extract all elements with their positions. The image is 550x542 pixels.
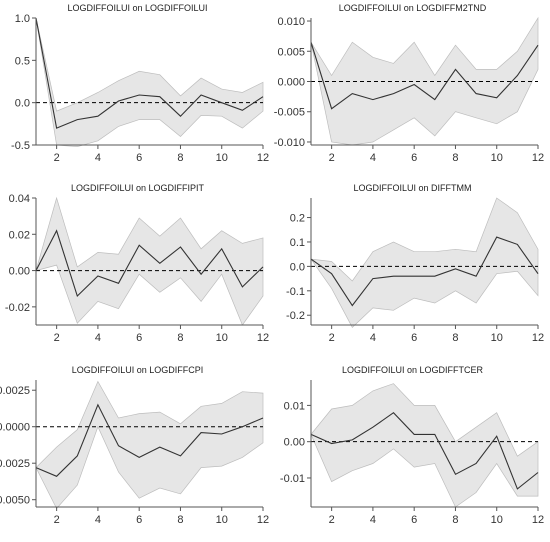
- y-tick-label: 1.0: [15, 13, 30, 25]
- x-tick-label: 4: [370, 332, 376, 344]
- y-tick-label: 0.0: [290, 261, 305, 273]
- x-tick-label: 2: [329, 332, 335, 344]
- response-line: [35, 17, 264, 129]
- x-tick-label: 12: [257, 514, 269, 526]
- y-tick-label: 0.04: [9, 193, 30, 205]
- response-line: [35, 403, 264, 477]
- x-tick-label: 8: [177, 152, 183, 164]
- y-tick-label: 0.0025: [0, 385, 30, 397]
- x-tick-label: 4: [95, 514, 101, 526]
- irf-plot: 2 4 6 8 10 12 0.01 0.00 -0.01: [280, 380, 544, 526]
- chart-title: LOGDIFFOILUI on LOGDIFFIPIT: [70, 183, 205, 193]
- chart-title: LOGDIFFOILUI on LOGDIFFCPI: [71, 365, 204, 375]
- response-line: [310, 236, 539, 307]
- irf-panel-4: LOGDIFFOILUI on DIFFTMM 2 4 6 8 10 12 0.2 0.1 0.…: [275, 180, 550, 360]
- x-tick-label: 8: [177, 514, 183, 526]
- y-tick-label: 0.00: [284, 437, 305, 449]
- x-tick-label: 4: [370, 152, 376, 164]
- irf-plot: 2 4 6 8 10 12 0.04 0.02 0.00 -0.02: [5, 193, 269, 344]
- irf-panel-6: LOGDIFFOILUI on LOGDIFFTCER 2 4 6 8 10 12 0.01…: [275, 362, 550, 542]
- y-tick-label: 0.005: [277, 46, 305, 58]
- x-tick-label: 4: [95, 332, 101, 344]
- x-tick-label: 6: [411, 332, 417, 344]
- response-line: [35, 229, 264, 298]
- y-tick-label: 0.010: [277, 16, 305, 28]
- response-line: [310, 411, 539, 490]
- x-tick-label: 2: [329, 152, 335, 164]
- x-tick-label: 8: [452, 514, 458, 526]
- x-tick-label: 10: [216, 332, 228, 344]
- x-tick-label: 8: [452, 332, 458, 344]
- irf-plot: 2 4 6 8 10 12 0.0025 0.0000 -0.0025 -0.0050: [0, 380, 269, 526]
- x-tick-label: 10: [216, 152, 228, 164]
- y-tick-label: 0.0: [15, 98, 30, 110]
- x-tick-label: 6: [136, 332, 142, 344]
- y-tick-label: -0.1: [286, 286, 305, 298]
- response-line: [310, 42, 539, 110]
- y-tick-label: 0.0000: [0, 422, 30, 434]
- x-tick-label: 2: [54, 514, 60, 526]
- confidence-band: [310, 383, 539, 508]
- x-tick-label: 6: [411, 152, 417, 164]
- x-tick-label: 2: [329, 514, 335, 526]
- x-tick-label: 4: [95, 152, 101, 164]
- irf-panel-2: LOGDIFFOILUI on LOGDIFFM2TND 2 4 6 8 10 12 0.0…: [274, 0, 550, 180]
- chart-title: LOGDIFFOILUI on LOGDIFFTCER: [341, 365, 484, 375]
- y-tick-label: 0.1: [290, 237, 305, 249]
- y-tick-label: 0.2: [290, 213, 305, 225]
- x-tick-label: 12: [532, 514, 544, 526]
- x-tick-label: 2: [54, 332, 60, 344]
- y-tick-label: -0.02: [5, 302, 30, 314]
- y-tick-label: 0.5: [15, 55, 30, 67]
- chart-title: LOGDIFFOILUI on LOGDIFFM2TND: [338, 3, 487, 13]
- x-tick-label: 8: [177, 332, 183, 344]
- irf-panel-5: LOGDIFFOILUI on LOGDIFFCPI 2 4 6 8 10 12 0.002…: [0, 362, 275, 542]
- y-tick-label: 0.02: [9, 229, 30, 241]
- confidence-band: [35, 380, 264, 510]
- irf-plot: 2 4 6 8 10 12 0.2 0.1 0.0 -0.1 -0.2: [286, 197, 544, 344]
- y-tick-label: -0.01: [280, 473, 305, 485]
- x-tick-label: 10: [491, 332, 503, 344]
- x-tick-label: 10: [491, 152, 503, 164]
- y-tick-label: -0.010: [274, 137, 305, 149]
- x-tick-label: 8: [452, 152, 458, 164]
- x-tick-label: 12: [257, 152, 269, 164]
- irf-panel-1: LOGDIFFOILUI on LOGDIFFOILUI 2 4 6 8 10 12 1.0…: [0, 0, 275, 180]
- x-tick-label: 6: [136, 514, 142, 526]
- x-tick-label: 6: [136, 152, 142, 164]
- x-tick-label: 6: [411, 514, 417, 526]
- irf-panel-3: LOGDIFFOILUI on LOGDIFFIPIT 2 4 6 8 10 12 0.04…: [0, 180, 275, 360]
- y-tick-label: 0.000: [277, 77, 305, 89]
- confidence-band: [310, 197, 539, 328]
- x-tick-label: 10: [491, 514, 503, 526]
- y-tick-label: -0.0025: [0, 458, 30, 470]
- chart-title: LOGDIFFOILUI on DIFFTMM: [353, 183, 472, 193]
- y-tick-label: -0.2: [286, 310, 305, 322]
- x-tick-label: 12: [532, 152, 544, 164]
- x-tick-label: 12: [257, 332, 269, 344]
- x-tick-label: 10: [216, 514, 228, 526]
- x-tick-label: 4: [370, 514, 376, 526]
- x-tick-label: 2: [54, 152, 60, 164]
- confidence-band: [35, 17, 264, 148]
- y-tick-label: -0.0050: [0, 495, 30, 507]
- y-tick-label: -0.5: [11, 140, 30, 152]
- y-tick-label: -0.005: [274, 107, 305, 119]
- y-tick-label: 0.01: [284, 400, 305, 412]
- irf-plot: 2 4 6 8 10 12 1.0 0.5 0.0 -0.5: [11, 13, 269, 164]
- y-tick-label: 0.00: [9, 266, 30, 278]
- x-tick-label: 12: [532, 332, 544, 344]
- irf-plot: 2 4 6 8 10 12 0.010 0.005 0.000 -0.005 -0.010: [274, 16, 544, 164]
- chart-title: LOGDIFFOILUI on LOGDIFFOILUI: [67, 3, 208, 13]
